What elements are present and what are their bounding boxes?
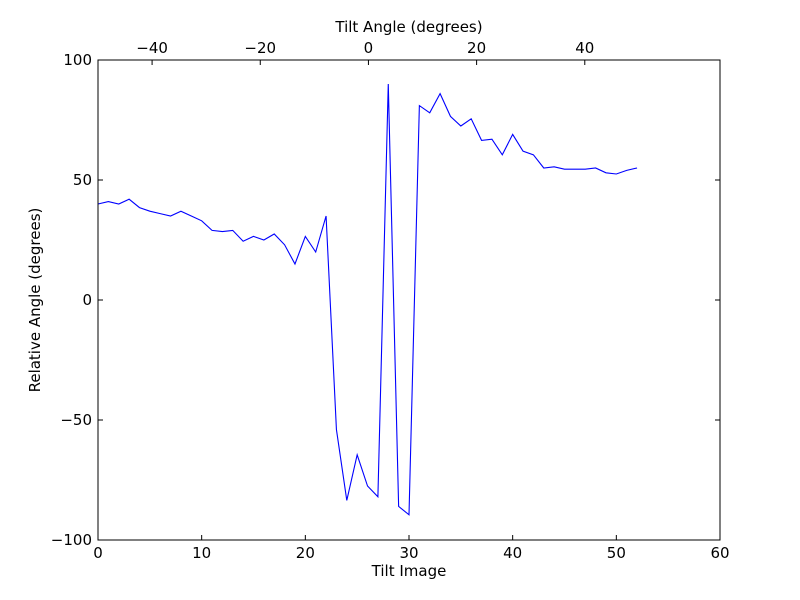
- y-tick-label: 0: [82, 291, 92, 309]
- top-x-tick-label: −40: [136, 39, 168, 57]
- top-x-axis-label: Tilt Angle (degrees): [334, 18, 482, 36]
- x-tick-label: 10: [192, 544, 211, 562]
- y-axis-label: Relative Angle (degrees): [26, 208, 44, 393]
- x-axis-label: Tilt Image: [371, 562, 447, 580]
- series-line-0: [97, 83, 638, 516]
- x-tick-label: 40: [503, 544, 522, 562]
- y-tick-label: −100: [51, 531, 92, 549]
- x-tick-label: 30: [399, 544, 418, 562]
- plot-frame: [97, 59, 721, 541]
- axis-ticks: 0 10 20 30 40 50 60 −40 −20 0 20 40 −100 −50 0 50 100: [51, 39, 730, 562]
- top-x-tick-label: 20: [467, 39, 486, 57]
- top-x-tick-label: 40: [575, 39, 594, 57]
- x-tick-label: 0: [93, 544, 103, 562]
- x-tick-label: 60: [710, 544, 729, 562]
- top-x-tick-label: 0: [364, 39, 374, 57]
- top-x-tick-label: −20: [244, 39, 276, 57]
- y-tick-label: −50: [60, 411, 92, 429]
- plot-area: [97, 83, 638, 516]
- x-tick-label: 50: [607, 544, 626, 562]
- y-tick-label: 50: [73, 171, 92, 189]
- y-tick-label: 100: [63, 51, 92, 69]
- x-tick-label: 20: [296, 544, 315, 562]
